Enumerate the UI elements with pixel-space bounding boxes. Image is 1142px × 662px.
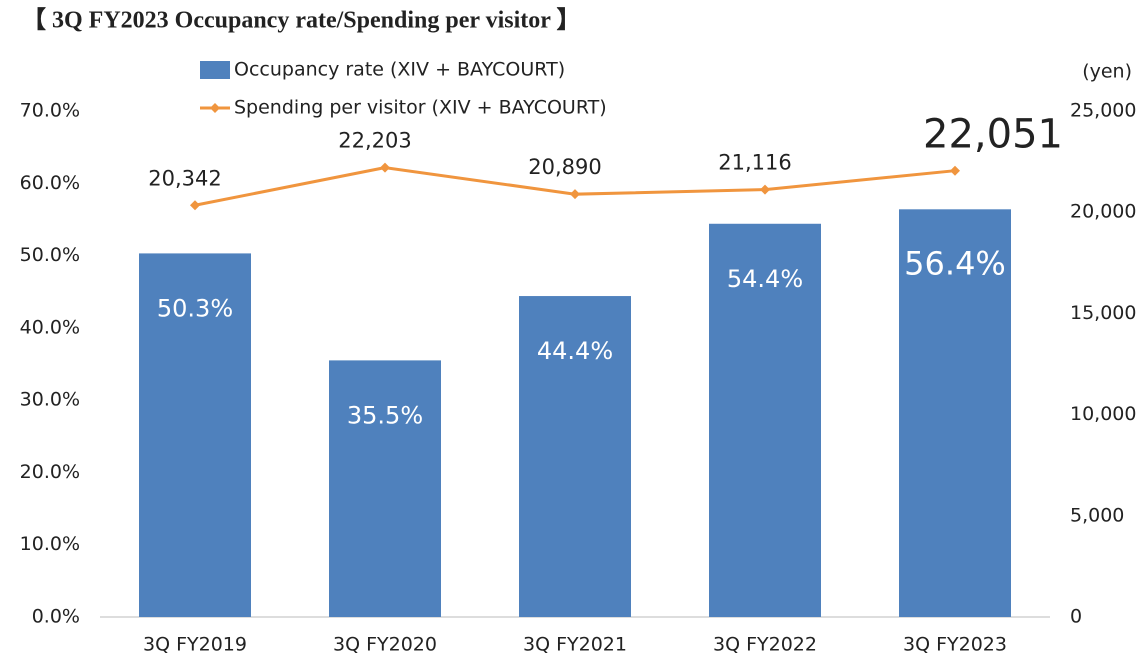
bar [139, 253, 251, 617]
bar [709, 223, 821, 617]
bar [899, 209, 1011, 617]
y2-tick-label: 15,000 [1070, 302, 1136, 324]
y-tick-label: 0.0% [32, 606, 80, 628]
line-value-label: 21,116 [718, 151, 791, 175]
y2-tick-label: 25,000 [1070, 100, 1136, 122]
y2-axis-label: (yen) [1082, 61, 1132, 83]
x-tick-label: 3Q FY2021 [523, 634, 627, 656]
bar [329, 360, 441, 617]
y-tick-label: 60.0% [20, 172, 80, 194]
y2-tick-label: 10,000 [1070, 403, 1136, 425]
bar-value-label: 56.4% [904, 244, 1006, 282]
bar-value-label: 35.5% [347, 401, 423, 429]
y2-tick-label: 0 [1070, 606, 1082, 628]
bar-value-label: 54.4% [727, 265, 803, 293]
line-marker [950, 165, 960, 176]
y-tick-label: 50.0% [20, 244, 80, 266]
bar [519, 296, 631, 617]
y-tick-label: 20.0% [20, 461, 80, 483]
chart-title: 【 3Q FY2023 Occupancy rate/Spending per … [22, 7, 580, 34]
line-value-label: 22,203 [338, 129, 411, 153]
y2-tick-label: 5,000 [1070, 504, 1124, 526]
x-tick-label: 3Q FY2023 [903, 634, 1007, 656]
line-value-label: 22,051 [923, 112, 1063, 158]
x-tick-label: 3Q FY2022 [713, 634, 817, 656]
line-marker [760, 184, 770, 195]
legend-label: Occupancy rate (XIV + BAYCOURT) [234, 59, 565, 81]
line-value-label: 20,890 [528, 155, 601, 179]
bar-value-label: 44.4% [537, 337, 613, 365]
x-tick-label: 3Q FY2020 [333, 634, 437, 656]
legend-swatch [200, 61, 230, 79]
line-marker [570, 189, 580, 200]
bar-value-label: 50.3% [157, 294, 233, 322]
y2-tick-label: 20,000 [1070, 201, 1136, 223]
x-tick-label: 3Q FY2019 [143, 634, 247, 656]
line-marker [380, 162, 390, 173]
line-value-label: 20,342 [148, 166, 221, 190]
line-marker [190, 200, 200, 211]
legend-swatch [210, 103, 220, 113]
legend-label: Spending per visitor (XIV + BAYCOURT) [234, 97, 607, 119]
y-tick-label: 10.0% [20, 533, 80, 555]
y-tick-label: 40.0% [20, 316, 80, 338]
y-tick-label: 70.0% [20, 100, 80, 122]
y-tick-label: 30.0% [20, 389, 80, 411]
